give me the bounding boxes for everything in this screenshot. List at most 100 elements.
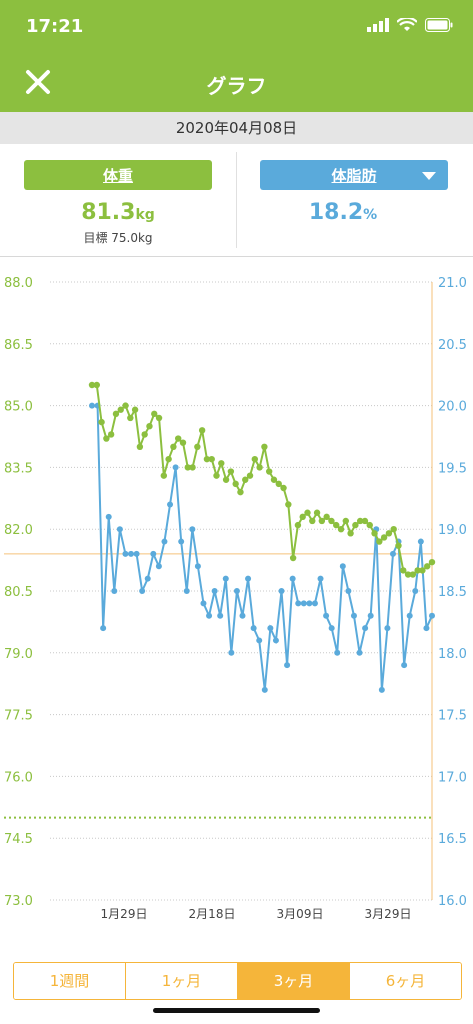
- data-point: [194, 443, 201, 450]
- data-point: [337, 526, 345, 533]
- data-point: [409, 571, 417, 578]
- data-point: [98, 418, 105, 426]
- weight-value-display: 81.3kg: [0, 200, 236, 225]
- data-point: [161, 538, 168, 545]
- data-point: [200, 600, 207, 607]
- tab-6-months[interactable]: 6ヶ月: [350, 963, 461, 999]
- x-tick: 1月29日: [101, 907, 148, 921]
- y-tick-left: 85.0: [4, 400, 33, 415]
- data-point: [352, 521, 359, 529]
- y-tick-left: 73.0: [4, 894, 33, 909]
- data-point: [213, 472, 220, 479]
- data-point: [261, 686, 268, 693]
- data-point: [300, 600, 307, 607]
- data-point: [275, 480, 282, 488]
- data-point: [339, 563, 346, 570]
- data-point: [160, 472, 168, 479]
- weight-button[interactable]: 体重: [24, 160, 212, 190]
- close-icon[interactable]: [20, 64, 56, 100]
- data-point: [116, 526, 123, 533]
- y-tick-left: 83.5: [4, 461, 33, 476]
- x-tick: 3月09日: [277, 907, 324, 921]
- data-point: [284, 662, 291, 669]
- data-point: [356, 649, 363, 656]
- data-point: [404, 571, 412, 578]
- data-point: [165, 455, 172, 463]
- data-point: [174, 435, 182, 442]
- data-point: [208, 455, 215, 463]
- data-point: [222, 575, 229, 582]
- data-point: [141, 431, 148, 438]
- data-point: [211, 588, 218, 594]
- data-point: [350, 612, 357, 619]
- data-point: [367, 612, 374, 619]
- data-point: [239, 612, 246, 619]
- data-point: [122, 402, 129, 409]
- data-point: [323, 612, 330, 619]
- y-tick-right: 20.0: [438, 400, 467, 415]
- chevron-down-icon: [422, 172, 436, 180]
- data-point: [385, 530, 393, 537]
- home-indicator: [153, 1008, 320, 1013]
- y-tick-left: 86.5: [4, 338, 33, 353]
- data-point: [428, 558, 436, 566]
- weight-value: 81.3: [81, 200, 136, 225]
- data-point: [151, 410, 158, 418]
- data-point: [167, 501, 174, 508]
- series-line: [92, 404, 433, 690]
- data-point: [256, 464, 263, 471]
- data-point: [401, 662, 408, 669]
- data-point: [103, 435, 110, 442]
- chart-area: 88.0 86.5 85.0 83.5 82.0 80.5 79.0 77.5 76.0 74.5…: [0, 264, 473, 944]
- data-point: [265, 468, 273, 475]
- data-point: [179, 439, 187, 446]
- data-point: [311, 600, 318, 607]
- data-point: [117, 406, 124, 413]
- data-point: [237, 488, 244, 496]
- data-point: [419, 567, 426, 574]
- data-point: [328, 625, 335, 632]
- fat-dropdown-button[interactable]: 体脂肪: [260, 160, 448, 190]
- tab-3-months[interactable]: 3ヶ月: [238, 963, 350, 999]
- x-tick: 2月18日: [189, 907, 236, 921]
- weight-metric: 体重 81.3kg 目標 75.0kg: [0, 144, 236, 256]
- data-point: [333, 521, 340, 529]
- data-point: [380, 534, 388, 541]
- data-point: [376, 538, 383, 545]
- status-time: 17:21: [26, 16, 84, 37]
- tab-1-month[interactable]: 1ヶ月: [126, 963, 238, 999]
- data-point: [184, 464, 191, 471]
- data-point: [317, 575, 324, 582]
- data-point: [242, 476, 249, 483]
- data-point: [146, 423, 153, 430]
- y-tick-right: 18.5: [438, 585, 467, 600]
- data-point: [424, 563, 431, 570]
- data-point: [122, 550, 129, 557]
- data-point: [105, 513, 112, 520]
- fat-unit: %: [363, 207, 378, 223]
- date-label: 2020年04月08日: [0, 112, 473, 144]
- data-point: [203, 455, 211, 463]
- data-point: [272, 637, 279, 644]
- data-point: [144, 575, 151, 582]
- y-tick-left: 88.0: [4, 276, 33, 291]
- data-point: [395, 542, 402, 549]
- y-tick-left: 76.0: [4, 770, 33, 785]
- data-point: [93, 381, 100, 389]
- y-tick-right: 21.0: [438, 276, 467, 291]
- data-point: [318, 517, 326, 525]
- y-tick-right: 17.0: [438, 770, 467, 785]
- data-point: [155, 414, 163, 422]
- period-tabs: 1週間 1ヶ月 3ヶ月 6ヶ月: [13, 962, 462, 1000]
- data-point: [228, 649, 235, 656]
- tab-1-week[interactable]: 1週間: [14, 963, 126, 999]
- data-point: [304, 509, 311, 516]
- data-point: [172, 464, 179, 471]
- x-tick: 3月29日: [365, 907, 412, 921]
- data-point: [131, 406, 139, 413]
- data-point: [267, 625, 274, 632]
- data-point: [328, 517, 335, 525]
- weight-unit: kg: [135, 207, 155, 223]
- data-point: [280, 484, 287, 492]
- data-point: [127, 414, 134, 422]
